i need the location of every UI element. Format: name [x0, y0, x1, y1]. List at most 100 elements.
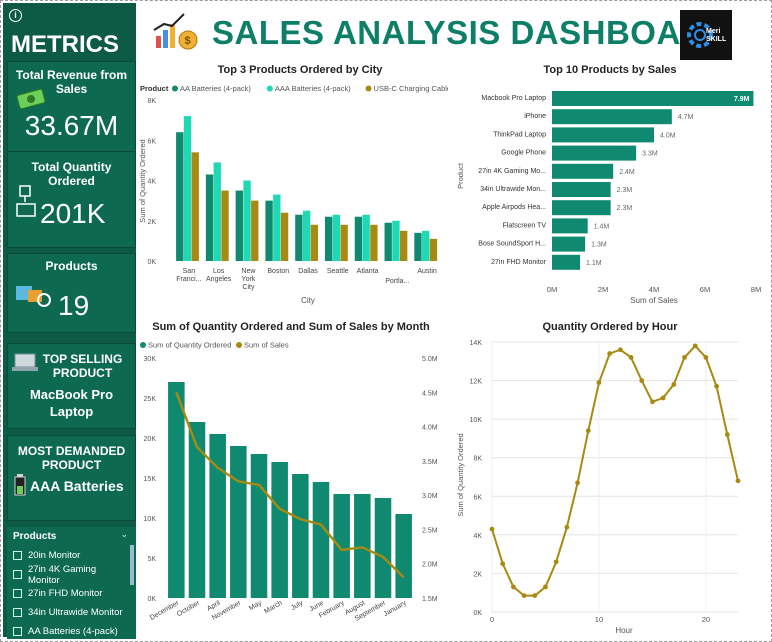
y-tick-label: 6K — [473, 494, 482, 501]
data-point — [735, 478, 741, 484]
data-point — [543, 584, 548, 590]
y-right-tick-label: 3.5M — [422, 459, 438, 466]
y-tick-label: 27in FHD Monitor — [491, 259, 547, 266]
y-tick-label: 10K — [144, 516, 157, 523]
x-tick-label: City — [242, 284, 255, 291]
bar — [183, 116, 192, 261]
bar — [552, 109, 672, 125]
bar — [552, 236, 586, 252]
data-point — [585, 428, 591, 434]
bar — [340, 224, 348, 261]
checkbox[interactable] — [13, 570, 22, 579]
x-tick-label: 6M — [700, 285, 710, 294]
logo-text: Meri SKILL — [706, 28, 727, 43]
city-chart: Product AA Batteries (4-pack) AAA Batterie… — [138, 84, 448, 305]
checkbox[interactable] — [13, 589, 22, 598]
checkbox[interactable] — [13, 551, 22, 560]
products-chart: Macbook Pro Laptop 7.9M iPhone 4.7M ThinkPad… — [456, 91, 761, 305]
products-slicer[interactable]: Products ⌄ 20in Monitor 27in 4K Gaming Mo… — [7, 527, 136, 639]
checkbox[interactable] — [13, 608, 22, 617]
x-tick-label: 0M — [547, 285, 557, 294]
y-tick-label: 8K — [147, 98, 156, 105]
bar — [552, 182, 611, 197]
products-label: Products — [45, 259, 98, 273]
products-value: 19 — [58, 290, 90, 321]
slicer-item[interactable]: 34in Ultrawide Monitor — [7, 603, 136, 622]
products-card: Products 19 — [7, 253, 136, 333]
bar — [552, 254, 581, 270]
y-right-tick-label: 2.0M — [422, 562, 438, 569]
y-tick-label: iPhone — [524, 113, 546, 120]
y-right-tick-label: 1.5M — [422, 596, 438, 603]
y-tick-label: 12K — [470, 379, 483, 386]
y-tick-label: ThinkPad Laptop — [493, 131, 546, 138]
x-tick-label: 20 — [702, 615, 710, 624]
x-tick-label: October — [176, 599, 202, 618]
legend-label: Sum of Sales — [244, 341, 289, 350]
slicer-item-label: 34in Ultrawide Monitor — [28, 607, 123, 618]
total-quantity-card: Total Quantity Ordered 201K — [7, 151, 136, 248]
slicer-scrollbar[interactable] — [130, 545, 134, 585]
slicer-item-label: 27in 4K Gaming Monitor — [28, 563, 97, 586]
most-demanded-label: MOST DEMANDED PRODUCT — [17, 444, 126, 472]
money-icon — [16, 88, 46, 110]
slicer-item-label: 20in Monitor — [28, 550, 81, 561]
data-point — [607, 351, 613, 356]
slicer-item[interactable]: 27in FHD Monitor — [7, 584, 136, 603]
x-tick-label: New — [241, 268, 256, 275]
y-tick-label: 10K — [470, 417, 483, 424]
data-label: 4.0M — [660, 132, 676, 139]
bar — [384, 222, 392, 261]
y-tick-label: Google Phone — [501, 150, 546, 157]
bar — [354, 216, 363, 261]
slicer-item[interactable]: 27in 4K Gaming Monitor — [7, 563, 136, 586]
svg-text:$: $ — [185, 35, 191, 47]
data-label: 2.3M — [617, 205, 633, 212]
bar — [176, 132, 184, 261]
y-tick-label: 8K — [473, 456, 482, 463]
slicer-item[interactable]: 20in Monitor — [7, 546, 136, 565]
most-demanded-card: MOST DEMANDED PRODUCT AAA Batteries — [7, 435, 136, 521]
bar — [250, 454, 268, 598]
y-tick-label: 2K — [473, 571, 482, 578]
bar — [333, 494, 350, 598]
bar — [235, 190, 243, 261]
quantity-line — [491, 344, 739, 597]
bar — [188, 422, 206, 598]
products-chart-title: Top 10 Products by Sales — [543, 64, 677, 76]
slicer-item[interactable]: AA Batteries (4-pack) — [7, 622, 136, 641]
data-label: 1.3M — [591, 242, 607, 249]
bar — [273, 194, 281, 261]
chevron-down-icon[interactable]: ⌄ — [120, 529, 128, 539]
x-tick-label: 2M — [598, 285, 608, 294]
data-point — [596, 380, 602, 385]
bar — [265, 200, 273, 261]
data-point — [553, 559, 559, 565]
bar — [552, 127, 654, 143]
bar — [310, 224, 319, 261]
x-tick-label: York — [242, 276, 256, 283]
y-tick-label: 2K — [147, 219, 156, 226]
legend-marker — [140, 342, 146, 348]
city-chart-title: Top 3 Products Ordered by City — [217, 64, 383, 76]
bar — [395, 514, 412, 598]
slicer-item-label: 27in FHD Monitor — [28, 588, 103, 599]
x-tick-label: Austin — [417, 268, 437, 275]
bar — [370, 224, 378, 261]
bar — [392, 220, 400, 261]
info-icon[interactable]: i — [9, 9, 22, 22]
data-point — [521, 593, 527, 599]
y-tick-label: Macbook Pro Laptop — [481, 95, 546, 102]
metrics-sidebar: i METRICS Total Revenue from Sales 33.67… — [3, 3, 136, 639]
legend-marker — [236, 342, 242, 348]
checkbox[interactable] — [13, 627, 22, 636]
legend-marker — [172, 85, 178, 92]
total-revenue-value: 33.67M — [24, 110, 119, 141]
data-point — [671, 382, 677, 387]
y-right-tick-label: 2.5M — [422, 527, 438, 534]
top-selling-value: MacBook Pro Laptop — [29, 387, 114, 419]
bar — [552, 145, 637, 161]
bar — [271, 462, 288, 598]
y-tick-label: 14K — [470, 340, 483, 347]
bar — [552, 200, 611, 216]
